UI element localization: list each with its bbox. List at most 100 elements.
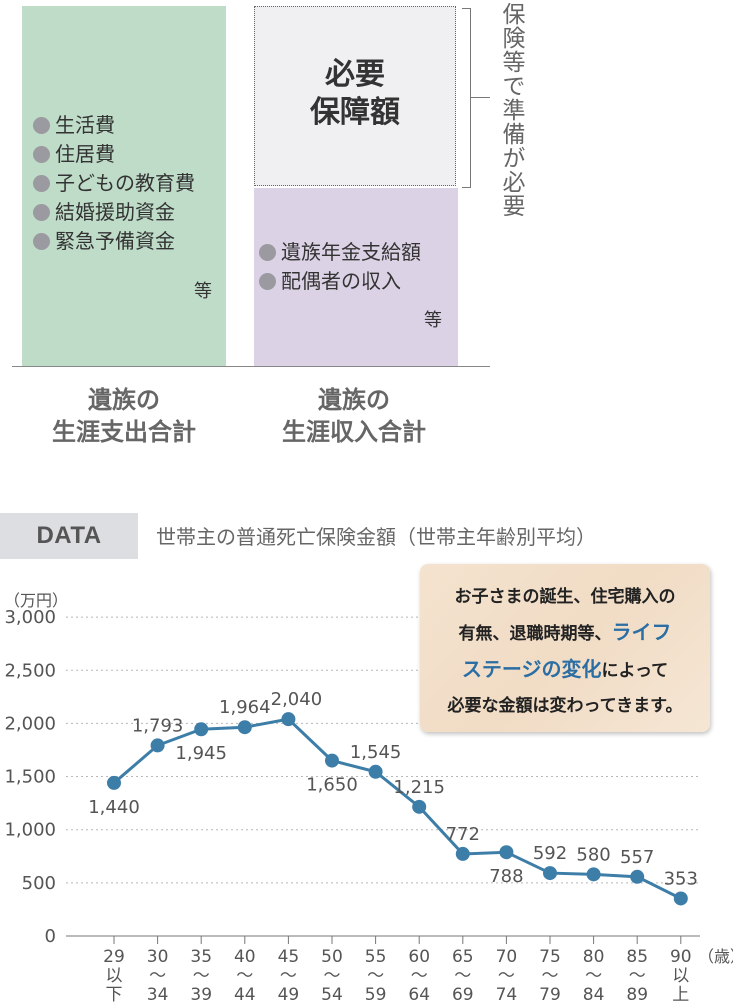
data-label: 353 [664,868,698,889]
expense-column-label-line: 遺族の [88,386,160,414]
bracket-tick [470,97,490,98]
data-point [543,866,557,881]
data-point [237,720,252,735]
expense-item-label: 緊急予備資金 [55,229,175,253]
note-line: ステージの変化によって [420,652,710,689]
y-tick-label: 1,000 [4,820,56,841]
x-tick-label: 40 [234,947,256,967]
x-tick-label: 上 [672,985,689,1005]
list-item: 結婚援助資金 [33,198,195,227]
y-axis-unit-label: （万円） [4,591,68,610]
list-item: 緊急予備資金 [33,227,195,256]
x-tick-label: 〜 [498,966,515,986]
note-highlight: ステージの変化 [461,657,602,681]
data-label: 1,964 [219,697,271,718]
required-coverage-box [254,6,456,186]
x-tick-label: 39 [190,985,212,1005]
x-tick-label: 85 [626,947,648,967]
bullet-dot-icon [259,244,276,261]
required-coverage-title-line: 保障額 [310,94,400,130]
data-label: 788 [489,866,523,887]
note-line: お子さまの誕生、住宅購入の [454,587,676,607]
x-tick-label: 以 [672,966,689,986]
data-label: 1,440 [88,797,140,818]
note-text: 有無、退職時期等、 [458,624,612,644]
diagram-baseline [12,366,490,367]
x-axis-unit-label: （歳） [698,947,733,966]
expense-column-label-line: 生涯支出合計 [52,418,196,447]
note-highlight: ライフ [611,620,672,644]
x-tick-label: 29 [103,947,125,967]
data-label: 1,545 [350,742,402,763]
bullet-dot-icon [33,146,50,163]
income-item-label: 遺族年金支給額 [281,240,421,264]
expense-column-label: 遺族の 生涯支出合計 [4,384,244,449]
income-item-label: 配偶者の収入 [281,269,401,293]
series-layer [107,712,688,906]
x-tick-label: 50 [321,947,343,967]
bullet-dot-icon [33,204,50,221]
required-coverage-title-line: 必要 [325,57,385,92]
x-tick-label: 69 [452,985,474,1005]
required-coverage-title: 必要 保障額 [254,56,456,131]
list-item: 生活費 [33,111,195,140]
x-tick-label: 〜 [193,966,210,986]
y-tick-label: 3,000 [4,607,56,628]
data-point [673,891,688,906]
x-tick-label: 70 [496,947,518,967]
data-point [412,799,427,814]
expense-item-label: 結婚援助資金 [55,200,175,224]
expense-item-label: 子どもの教育費 [55,171,195,195]
x-tick-label: 75 [539,947,561,967]
x-tick-label: 〜 [454,966,471,986]
data-label: 592 [533,843,567,864]
list-item: 子どもの教育費 [33,169,195,198]
x-tick-label: 65 [452,947,474,967]
data-label: 1,945 [175,743,227,764]
x-tick-label: 〜 [629,966,646,986]
x-tick-label: 80 [583,947,605,967]
list-item: 住居費 [33,140,195,169]
data-point [194,722,209,737]
data-label: 1,650 [306,775,358,796]
x-tick-label: 〜 [542,966,559,986]
x-tick-label: 下 [106,985,123,1005]
x-tick-label: 以 [106,966,123,986]
bullet-dot-icon [33,233,50,250]
bullet-dot-icon [33,117,50,134]
x-tick-label: 〜 [236,966,253,986]
note-text: によって [601,661,669,681]
list-item: 遺族年金支給額 [259,238,421,267]
data-label: 580 [576,844,610,865]
x-tick-label: 〜 [149,966,166,986]
series-line [113,717,682,900]
data-label: 557 [620,847,654,868]
x-tick-label: 〜 [585,966,602,986]
x-tick-label: 84 [583,985,605,1005]
expense-item-list: 生活費 住居費 子どもの教育費 結婚援助資金 緊急予備資金 [33,111,195,256]
data-badge: DATA [0,513,138,559]
income-item-list: 遺族年金支給額 配偶者の収入 [259,238,421,296]
income-box [254,188,458,366]
x-tick-label: 〜 [411,966,428,986]
data-point [499,845,514,860]
list-item: 配偶者の収入 [259,267,421,296]
expense-item-label: 生活費 [55,113,115,137]
x-tick-label: 〜 [324,966,341,986]
income-column-label-line: 遺族の [318,386,390,414]
x-tick-label: 55 [365,947,387,967]
x-tick-label: 90 [670,947,692,967]
bullet-dot-icon [259,273,276,290]
x-tick-label: 89 [626,985,648,1005]
data-point [455,846,470,861]
income-column-label: 遺族の 生涯収入合計 [234,384,474,449]
x-tick-label: 44 [234,985,256,1005]
chart-title: 世帯主の普通死亡保険金額（世帯主年齢別平均） [156,525,596,549]
data-label: 1,793 [132,715,184,736]
data-point [630,869,645,884]
bracket-icon [462,8,471,188]
x-tick-label: 64 [408,985,430,1005]
y-tick-label: 1,500 [4,767,56,788]
x-tick-label: 45 [278,947,300,967]
